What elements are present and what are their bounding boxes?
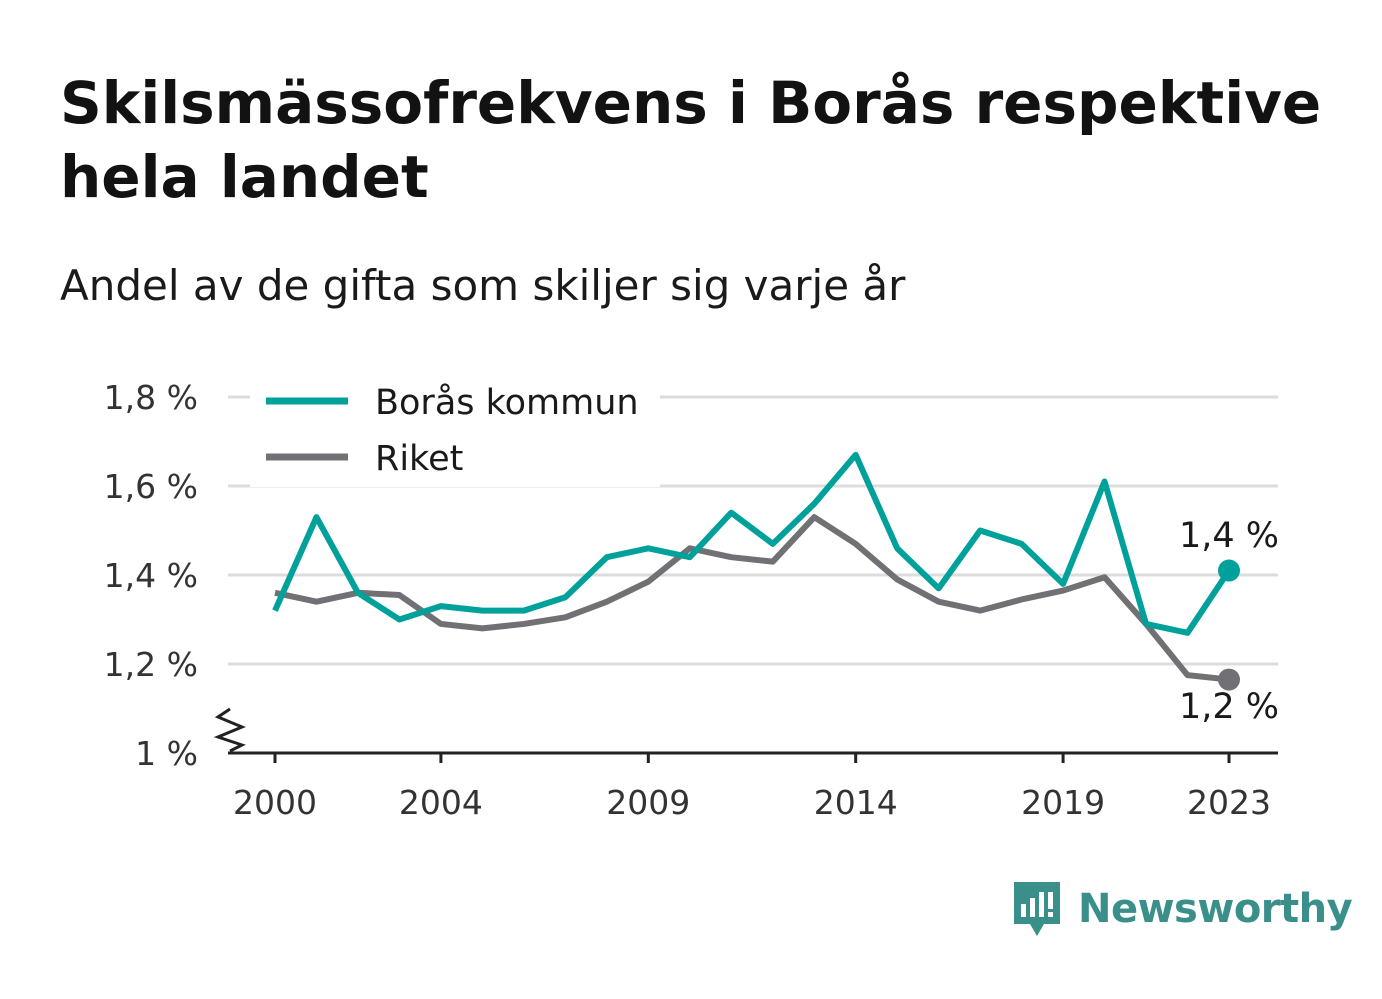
y-tick-label: 1 %	[135, 734, 198, 773]
x-tick-label: 2009	[606, 783, 690, 822]
x-tick-label: 2019	[1021, 783, 1105, 822]
series-lines	[272, 451, 1240, 691]
series-line	[272, 451, 1232, 636]
legend: Borås kommun Riket	[250, 372, 660, 487]
end-labels: 1,4 % 1,2 %	[1179, 516, 1279, 727]
y-tick-label: 1,6 %	[104, 467, 198, 506]
brand-logo[interactable]: Newsworthy	[1010, 878, 1353, 940]
brand-name: Newsworthy	[1078, 886, 1353, 932]
x-tick-label: 2023	[1187, 783, 1271, 822]
series-end-point	[1218, 668, 1240, 691]
axes: 1 % 1,2 % 1,4 % 1,6 % 1,8 % 2000 2004 2009 2014 2…	[104, 378, 1278, 822]
chart-subtitle: Andel av de gifta som skiljer sig varje …	[60, 261, 906, 310]
y-tick-label: 1,2 %	[104, 645, 198, 684]
x-tick-label: 2014	[814, 783, 898, 822]
legend-label: Riket	[375, 439, 463, 479]
chart-title: Skilsmässofrekvens i Borås respektive he…	[60, 69, 1322, 211]
axis-break-icon	[213, 707, 246, 753]
series-end-point	[1218, 559, 1240, 582]
x-tick-label: 2000	[233, 783, 317, 822]
newsworthy-logo-icon	[1014, 882, 1060, 936]
legend-background	[250, 372, 660, 487]
y-tick-label: 1,8 %	[104, 378, 198, 417]
x-tick-label: 2004	[399, 783, 483, 822]
end-value-label: 1,2 %	[1179, 687, 1279, 727]
end-value-label: 1,4 %	[1179, 516, 1279, 556]
legend-label: Borås kommun	[375, 382, 639, 423]
y-tick-label: 1,4 %	[104, 556, 198, 595]
series-line	[274, 514, 1230, 683]
